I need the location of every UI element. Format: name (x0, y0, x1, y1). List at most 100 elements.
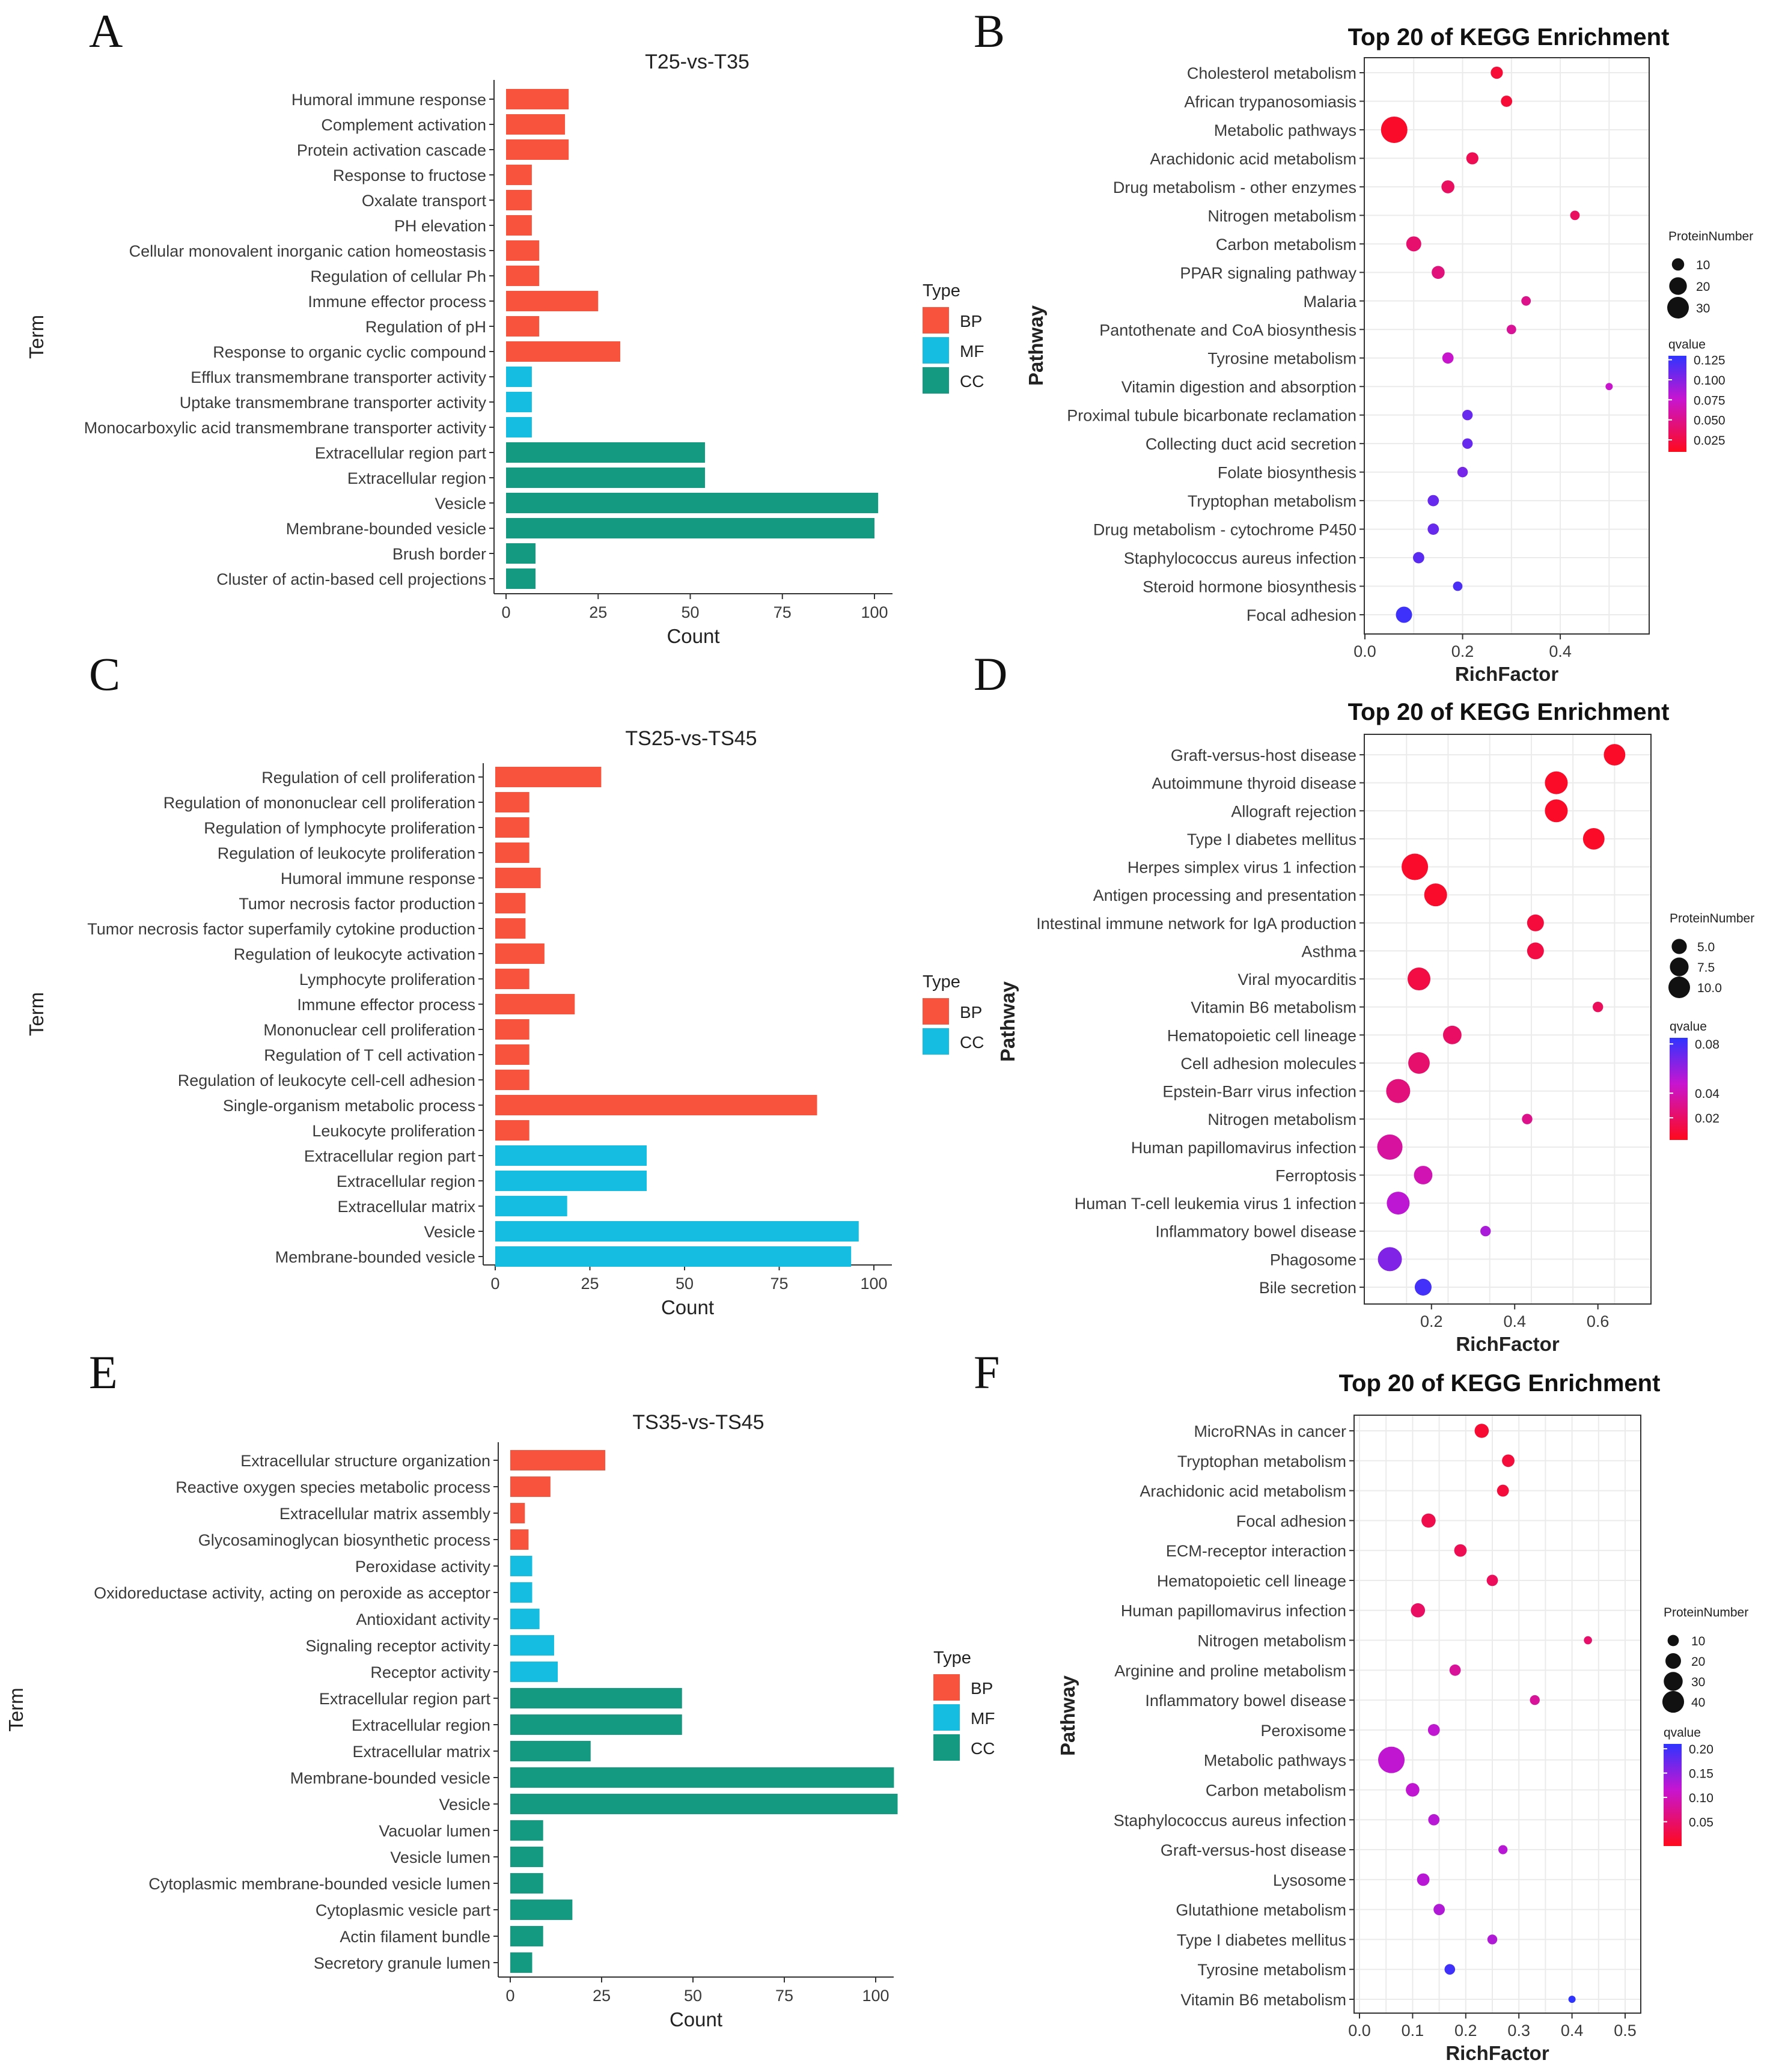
size-legend-dot (1671, 939, 1687, 954)
color-legend-title: qvalue (1664, 1726, 1701, 1740)
term-label: Vesicle (439, 1796, 490, 1814)
x-tick-label: 0.4 (1561, 2022, 1584, 2040)
bar (506, 367, 532, 387)
term-label: Monocarboxylic acid transmembrane transp… (84, 419, 487, 437)
bar (510, 1662, 558, 1682)
pathway-label: Arginine and proline metabolism (1114, 1662, 1346, 1680)
x-tick-label: 100 (862, 1987, 889, 2005)
pathway-label: Graft-versus-host disease (1161, 1841, 1346, 1859)
x-tick-label: 0.2 (1454, 2022, 1477, 2040)
term-label: Brush border (392, 545, 486, 563)
term-label: Glycosaminoglycan biosynthetic process (198, 1531, 490, 1549)
color-legend-bar (1670, 1038, 1688, 1140)
term-label: Cluster of actin-based cell projections (216, 570, 486, 588)
data-point (1570, 210, 1580, 221)
legend-title: Type (923, 972, 960, 992)
bar (510, 1556, 532, 1576)
data-point (1474, 1424, 1489, 1438)
color-legend-label: 0.02 (1695, 1112, 1719, 1126)
pathway-label: ECM-receptor interaction (1166, 1542, 1346, 1560)
term-label: Response to organic cyclic compound (213, 343, 486, 361)
bar (495, 1145, 647, 1166)
legend-title: Type (923, 281, 960, 300)
bar (510, 1900, 573, 1920)
pathway-label: Allograft rejection (1231, 802, 1356, 820)
bar (510, 1847, 543, 1867)
term-label: Leukocyte proliferation (312, 1122, 475, 1140)
pathway-label: Tryptophan metabolism (1188, 492, 1356, 510)
term-label: Membrane-bounded vesicle (275, 1248, 475, 1266)
panel-letter: E (89, 1346, 118, 1398)
bar (495, 1095, 817, 1115)
x-axis-title: RichFactor (1445, 2042, 1549, 2064)
data-point (1378, 1746, 1405, 1773)
data-point (1592, 1001, 1603, 1013)
legend-label: BP (960, 1003, 982, 1022)
pathway-label: Cell adhesion molecules (1180, 1055, 1356, 1073)
term-label: Extracellular region (352, 1716, 490, 1734)
bar (510, 1582, 532, 1603)
x-tick-label: 0.2 (1420, 1312, 1443, 1330)
x-axis-title: RichFactor (1456, 1333, 1560, 1355)
chart-title: Top 20 of KEGG Enrichment (1339, 1370, 1661, 1397)
data-point (1584, 1636, 1592, 1645)
bar (510, 1926, 543, 1946)
term-label: Extracellular region (337, 1172, 475, 1190)
data-point (1462, 409, 1473, 421)
legend-label: CC (971, 1739, 995, 1758)
data-point (1527, 942, 1544, 960)
data-point (1487, 1934, 1498, 1945)
pathway-label: Pantothenate and CoA biosynthesis (1099, 321, 1356, 339)
term-label: Oxidoreductase activity, acting on perox… (94, 1584, 490, 1602)
color-legend-bar (1664, 1744, 1682, 1846)
pathway-label: Ferroptosis (1275, 1166, 1356, 1184)
bar (495, 1196, 567, 1216)
bar (495, 1246, 852, 1267)
x-tick-label: 0 (490, 1275, 499, 1293)
bar (495, 817, 529, 838)
data-point (1417, 1873, 1430, 1886)
size-legend-title: ProteinNumber (1664, 1606, 1748, 1620)
term-label: Vesicle (435, 495, 486, 513)
legend-label: MF (971, 1709, 995, 1728)
data-point (1457, 466, 1468, 478)
term-label: Single-organism metabolic process (223, 1097, 475, 1115)
color-legend-title: qvalue (1670, 1020, 1707, 1034)
color-legend-label: 0.08 (1695, 1038, 1719, 1052)
bar (495, 943, 545, 964)
legend-label: BP (960, 312, 982, 331)
x-tick-label: 75 (770, 1275, 788, 1293)
data-point (1605, 383, 1613, 391)
pathway-label: Intestinal immune network for IgA produc… (1036, 915, 1356, 933)
y-axis-title: Pathway (996, 981, 1019, 1062)
pathway-label: Human papillomavirus infection (1131, 1139, 1356, 1157)
panel-letter: D (974, 648, 1007, 700)
data-point (1411, 1603, 1426, 1618)
color-legend-bar (1668, 356, 1686, 452)
term-label: Peroxidase activity (355, 1558, 491, 1576)
pathway-label: Tyrosine metabolism (1207, 350, 1356, 368)
legend-label: MF (960, 342, 984, 361)
x-tick-label: 0.0 (1353, 642, 1376, 660)
pathway-label: Drug metabolism - cytochrome P450 (1093, 521, 1356, 539)
data-point (1491, 66, 1503, 79)
size-legend-dot (1671, 258, 1685, 271)
data-point (1498, 1845, 1508, 1854)
plot-frame (1353, 1415, 1641, 2014)
panel-F: F Top 20 of KEGG Enrichment 0.0 0.1 0.2 0.3 0.… (974, 1346, 1748, 2064)
pathway-label: Focal adhesion (1246, 606, 1356, 624)
pathway-label: Focal adhesion (1236, 1512, 1346, 1530)
term-label: Mononuclear cell proliferation (263, 1021, 475, 1039)
pathway-label: Phagosome (1270, 1251, 1356, 1269)
data-point (1603, 744, 1626, 766)
color-legend-label: 0.10 (1689, 1791, 1713, 1805)
x-tick-label: 25 (581, 1275, 599, 1293)
pathway-label: Human T-cell leukemia virus 1 infection (1075, 1195, 1356, 1213)
bar (510, 1767, 894, 1788)
bar (506, 139, 569, 160)
bar (510, 1503, 525, 1523)
size-legend-dot (1667, 297, 1689, 318)
bar (510, 1688, 682, 1708)
term-label: Tumor necrosis factor superfamily cytoki… (87, 920, 475, 938)
legend-swatch (923, 367, 949, 394)
